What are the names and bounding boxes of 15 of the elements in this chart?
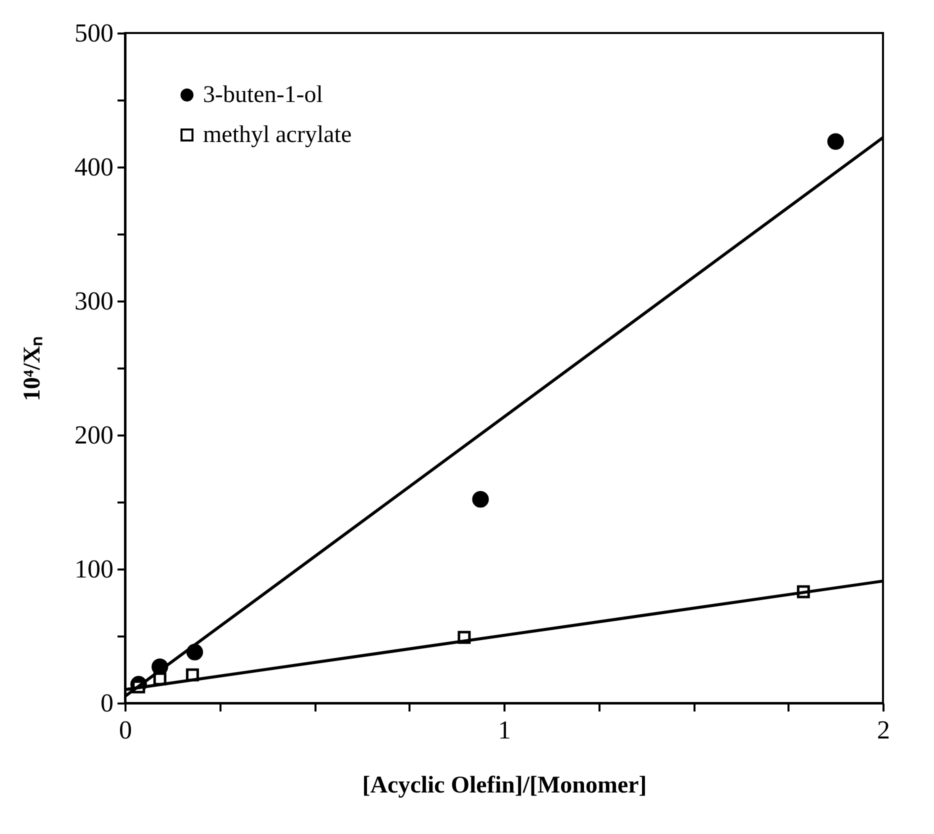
y-tick-label: 0 — [100, 688, 114, 718]
y-tick-label: 300 — [74, 286, 114, 316]
y-tick-label: 400 — [74, 152, 114, 182]
point — [827, 133, 844, 150]
y-axis-title: 10⁴/Xₙ — [20, 336, 46, 402]
y-tick-label: 100 — [74, 554, 114, 584]
x-tick-label: 2 — [877, 716, 890, 744]
x-tick-label: 0 — [119, 716, 132, 744]
y-tick-label: 200 — [74, 420, 114, 450]
legend-label: 3-buten-1-ol — [203, 82, 324, 108]
y-tick-label: 500 — [74, 18, 114, 48]
point — [472, 491, 489, 508]
x-axis-title: [Acyclic Olefin]/[Monomer] — [362, 772, 647, 798]
legend-label: methyl acrylate — [203, 122, 352, 148]
x-tick-label: 1 — [498, 716, 511, 744]
